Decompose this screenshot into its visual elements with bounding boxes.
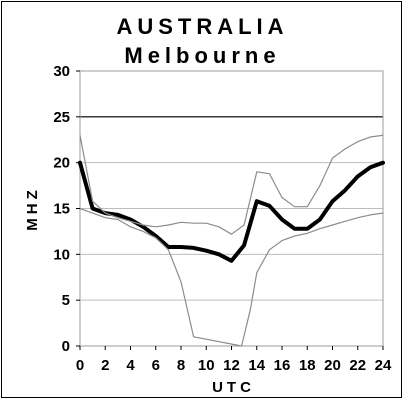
x-tick-label: 22 — [349, 357, 366, 374]
y-tick-label: 5 — [62, 292, 70, 309]
x-tick-label: 2 — [101, 357, 109, 374]
x-axis-label: UTC — [212, 379, 255, 396]
series-layer — [78, 134, 385, 347]
series-line-lower — [79, 207, 384, 347]
x-tick-label: 0 — [76, 357, 84, 374]
x-tick-label: 16 — [274, 357, 291, 374]
series-line-main — [78, 160, 385, 263]
series-line-upper — [79, 134, 384, 235]
x-tick-label: 14 — [248, 357, 265, 374]
x-tick-label: 20 — [324, 357, 341, 374]
y-tick-label: 15 — [53, 201, 70, 218]
x-tick-label: 24 — [375, 357, 392, 374]
y-tick-label: 20 — [53, 155, 70, 172]
y-tick-label: 30 — [53, 63, 70, 80]
y-tick-label: 10 — [53, 246, 70, 263]
x-tick-label: 8 — [177, 357, 185, 374]
grid — [80, 116, 383, 301]
chart-title: AUSTRALIA — [116, 14, 289, 39]
x-tick-label: 6 — [152, 357, 160, 374]
x-tick-label: 18 — [299, 357, 316, 374]
chart-subtitle: Melbourne — [124, 43, 281, 68]
x-tick-label: 12 — [223, 357, 240, 374]
x-tick-label: 4 — [126, 357, 135, 374]
y-tick-label: 25 — [53, 109, 70, 126]
x-tick-label: 10 — [198, 357, 215, 374]
y-tick-label: 0 — [62, 338, 70, 355]
y-axis-label: MHZ — [24, 186, 41, 231]
